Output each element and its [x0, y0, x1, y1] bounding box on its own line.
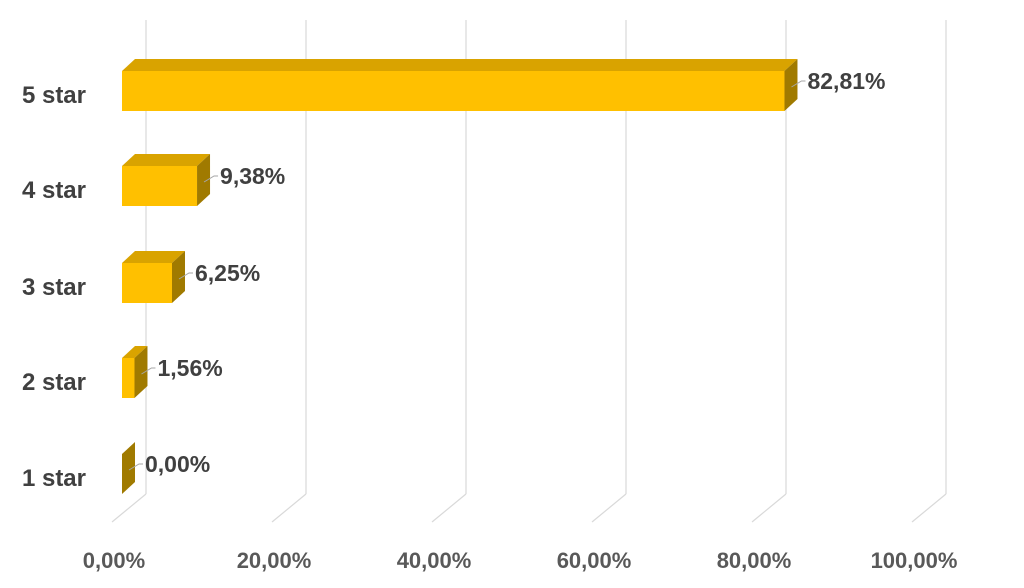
- label-layer: 0,00% 20,00% 40,00% 60,00% 80,00% 100,00% 82,8…: [22, 68, 957, 573]
- floor-gridline-60: [591, 493, 627, 523]
- bar-side-face: [134, 346, 148, 398]
- leader-line: [791, 80, 806, 88]
- bar-2-star: [122, 346, 148, 398]
- data-label: 6,25%: [195, 260, 260, 286]
- x-tick-label: 20,00%: [237, 548, 312, 573]
- leader-line: [128, 463, 143, 471]
- bar-side-face: [122, 442, 135, 494]
- x-tick-label: 0,00%: [83, 548, 145, 573]
- category-label: 5 star: [22, 82, 86, 109]
- category-label: 3 star: [22, 274, 86, 301]
- category-label: 2 star: [22, 369, 86, 396]
- data-label: 82,81%: [807, 68, 885, 94]
- data-label: 9,38%: [220, 163, 285, 189]
- bar-top-face: [122, 346, 148, 358]
- bar-side-face: [197, 154, 211, 206]
- data-label: 0,00%: [145, 451, 210, 477]
- data-label: 1,56%: [157, 355, 222, 381]
- category-label: 4 star: [22, 177, 86, 204]
- floor-gridline-100: [911, 493, 947, 523]
- bar-side-face: [172, 251, 185, 303]
- floor-gridline-20: [271, 493, 307, 523]
- leader-line: [203, 175, 219, 183]
- bar-5-star: [122, 59, 798, 111]
- floor-gridline-0: [111, 493, 147, 523]
- x-tick-label: 60,00%: [557, 548, 632, 573]
- bar-front-face: [122, 358, 135, 398]
- floor-gridline-80: [751, 493, 787, 523]
- bar-front-face: [122, 166, 198, 206]
- bar-front-face: [122, 71, 785, 111]
- bar-layer: [122, 59, 798, 494]
- category-label: 1 star: [22, 465, 86, 492]
- x-tick-label: 100,00%: [871, 548, 958, 573]
- leader-line: [141, 367, 156, 375]
- x-tick-label: 40,00%: [397, 548, 472, 573]
- bar-1-star: [122, 442, 135, 494]
- floor-gridline-40: [431, 493, 467, 523]
- x-tick-label: 80,00%: [717, 548, 792, 573]
- bar-4-star: [122, 154, 211, 206]
- leader-line: [178, 272, 193, 280]
- bar-top-face: [122, 251, 185, 263]
- bar-top-face: [122, 154, 211, 166]
- bar-side-face: [784, 59, 798, 111]
- bar-3-star: [122, 251, 185, 303]
- bar-top-face: [122, 59, 798, 71]
- bar-front-face: [122, 263, 172, 303]
